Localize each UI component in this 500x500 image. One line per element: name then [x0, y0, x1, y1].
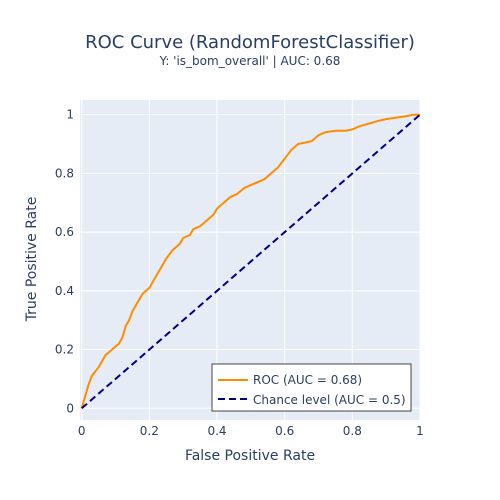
y-tick-label: 0.4 — [55, 284, 74, 298]
roc-curve-line — [80, 113, 420, 409]
legend-label-roc: ROC (AUC = 0.68) — [253, 373, 362, 387]
legend-box — [211, 363, 412, 412]
x-tick-label: 0.2 — [140, 424, 159, 438]
chart-title: ROC Curve (RandomForestClassifier) — [85, 32, 415, 53]
y-tick-label: 0.8 — [55, 166, 74, 180]
y-tick-label: 1 — [66, 108, 74, 122]
legend: ROC (AUC = 0.68) Chance level (AUC = 0.5… — [211, 363, 412, 412]
x-tick-label: 1 — [416, 424, 424, 438]
y-tick-label: 0 — [66, 401, 74, 415]
legend-label-chance: Chance level (AUC = 0.5) — [253, 393, 406, 407]
x-tick-label: 0.4 — [207, 424, 226, 438]
x-axis-title: False Positive Rate — [185, 448, 315, 464]
chance-level-line — [81, 113, 421, 410]
y-axis-ticks: 0 0.2 0.4 0.6 0.8 1 — [55, 108, 74, 416]
chart-subtitle: Y: 'is_bom_overall' | AUC: 0.68 — [159, 54, 341, 68]
x-tick-label: 0.6 — [275, 424, 294, 438]
x-tick-label: 0 — [78, 424, 86, 438]
x-tick-label: 0.8 — [343, 424, 362, 438]
y-tick-label: 0.6 — [55, 225, 74, 239]
series-lines — [80, 113, 421, 410]
y-axis-title: True Positive Rate — [24, 197, 40, 323]
y-tick-label: 0.2 — [55, 343, 74, 357]
x-axis-ticks: 0 0.2 0.4 0.6 0.8 1 — [78, 424, 424, 438]
